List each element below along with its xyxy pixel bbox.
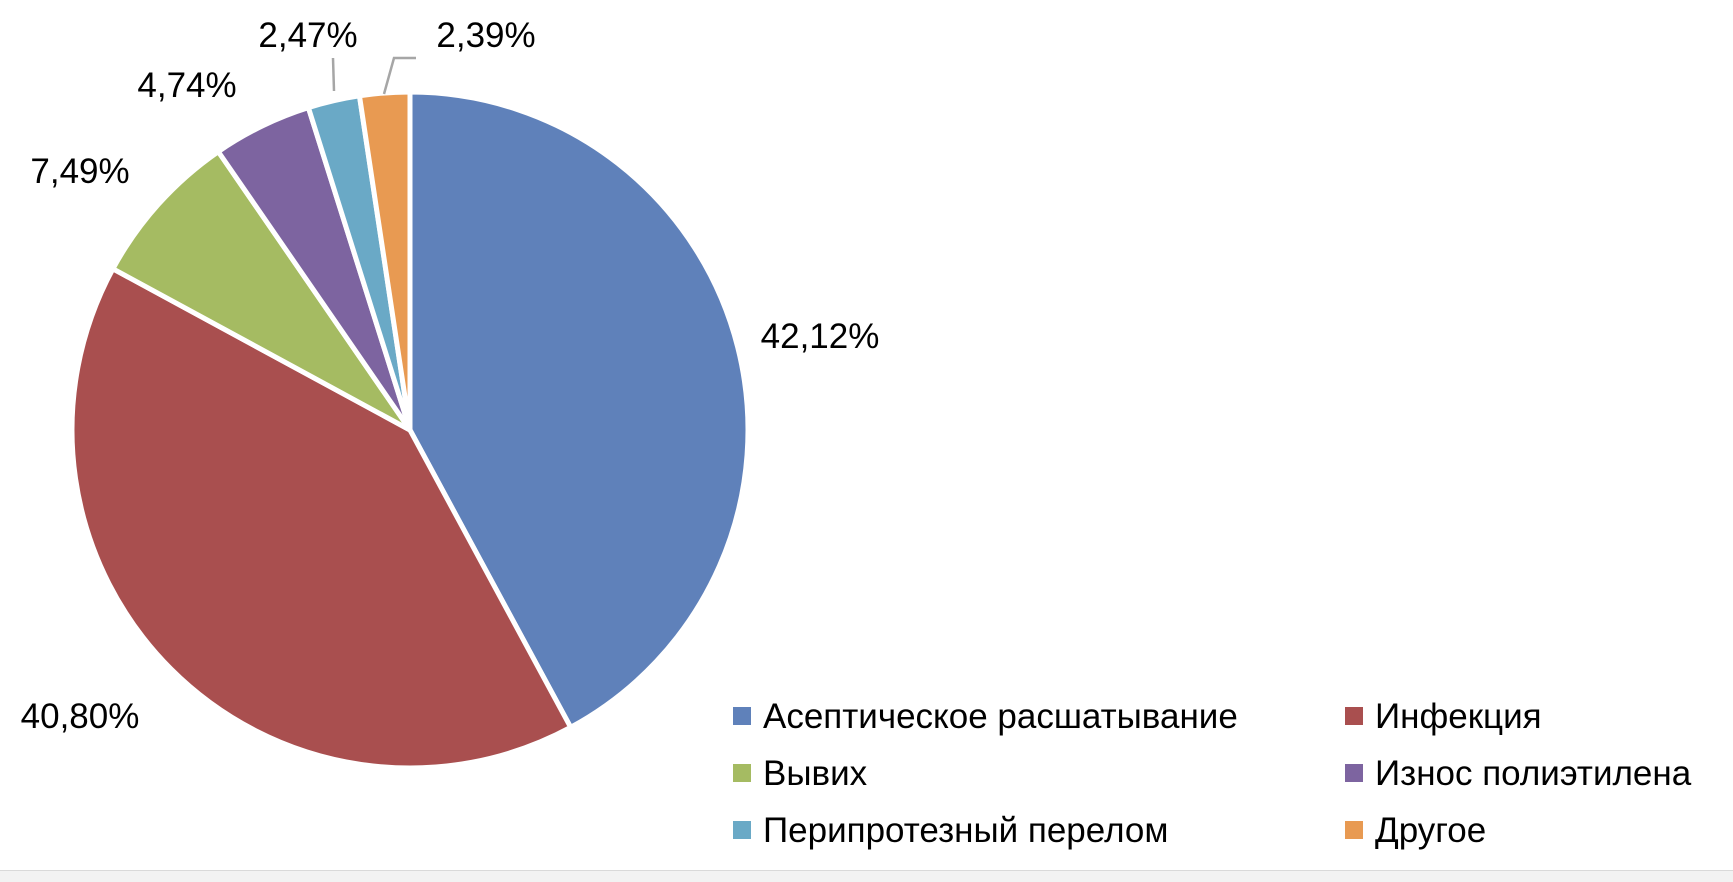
data-label-6: 2,39% [436, 16, 535, 55]
pie-slice-1 [407, 89, 751, 730]
legend-label-2: Инфекция [1375, 697, 1542, 736]
legend-swatch-5 [733, 821, 751, 839]
legend-label-1: Асептическое расшатывание [763, 697, 1238, 736]
legend-item-2: Инфекция [1345, 697, 1542, 736]
legend-swatch-2 [1345, 707, 1363, 725]
data-label-4: 4,74% [137, 66, 236, 105]
legend-swatch-6 [1345, 821, 1363, 839]
legend: Асептическое расшатывание Инфекция Вывих Из… [733, 697, 1692, 850]
data-label-2: 40,80% [21, 697, 140, 736]
leader-line-6 [382, 56, 416, 95]
data-label-3: 7,49% [30, 152, 129, 191]
legend-item-4: Износ полиэтилена [1345, 754, 1692, 793]
pie-slices [69, 89, 751, 771]
legend-swatch-1 [733, 707, 751, 725]
legend-item-1: Асептическое расшатывание [733, 697, 1238, 736]
pie-slice-2 [69, 266, 574, 771]
legend-label-6: Другое [1375, 811, 1486, 850]
legend-label-5: Перипротезный перелом [763, 811, 1168, 850]
bottom-scroll-strip [0, 870, 1733, 882]
leader-lines [331, 56, 416, 95]
legend-swatch-4 [1345, 764, 1363, 782]
legend-item-5: Перипротезный перелом [733, 811, 1168, 850]
legend-item-3: Вывих [733, 754, 868, 793]
legend-item-6: Другое [1345, 811, 1486, 850]
data-labels: 42,12% 40,80% 7,49% 4,74% 2,47% 2,39% [21, 16, 880, 736]
data-label-5: 2,47% [258, 16, 357, 55]
leader-line-5 [331, 57, 336, 92]
legend-label-3: Вывих [763, 754, 868, 793]
legend-swatch-3 [733, 764, 751, 782]
legend-label-4: Износ полиэтилена [1375, 754, 1692, 793]
data-label-1: 42,12% [761, 317, 880, 356]
pie-slice-3 [110, 149, 413, 433]
